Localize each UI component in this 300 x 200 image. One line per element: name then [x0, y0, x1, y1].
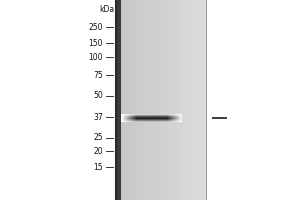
Text: 37: 37: [94, 112, 103, 121]
Text: 15: 15: [94, 162, 103, 171]
Text: kDa: kDa: [100, 4, 115, 14]
Text: 50: 50: [94, 92, 103, 100]
Text: 150: 150: [89, 38, 103, 47]
Text: 250: 250: [89, 22, 103, 31]
Text: 25: 25: [94, 134, 103, 142]
Text: 20: 20: [94, 146, 103, 156]
Text: 75: 75: [94, 71, 103, 79]
Bar: [116, 0, 121, 200]
Text: 100: 100: [89, 52, 103, 62]
